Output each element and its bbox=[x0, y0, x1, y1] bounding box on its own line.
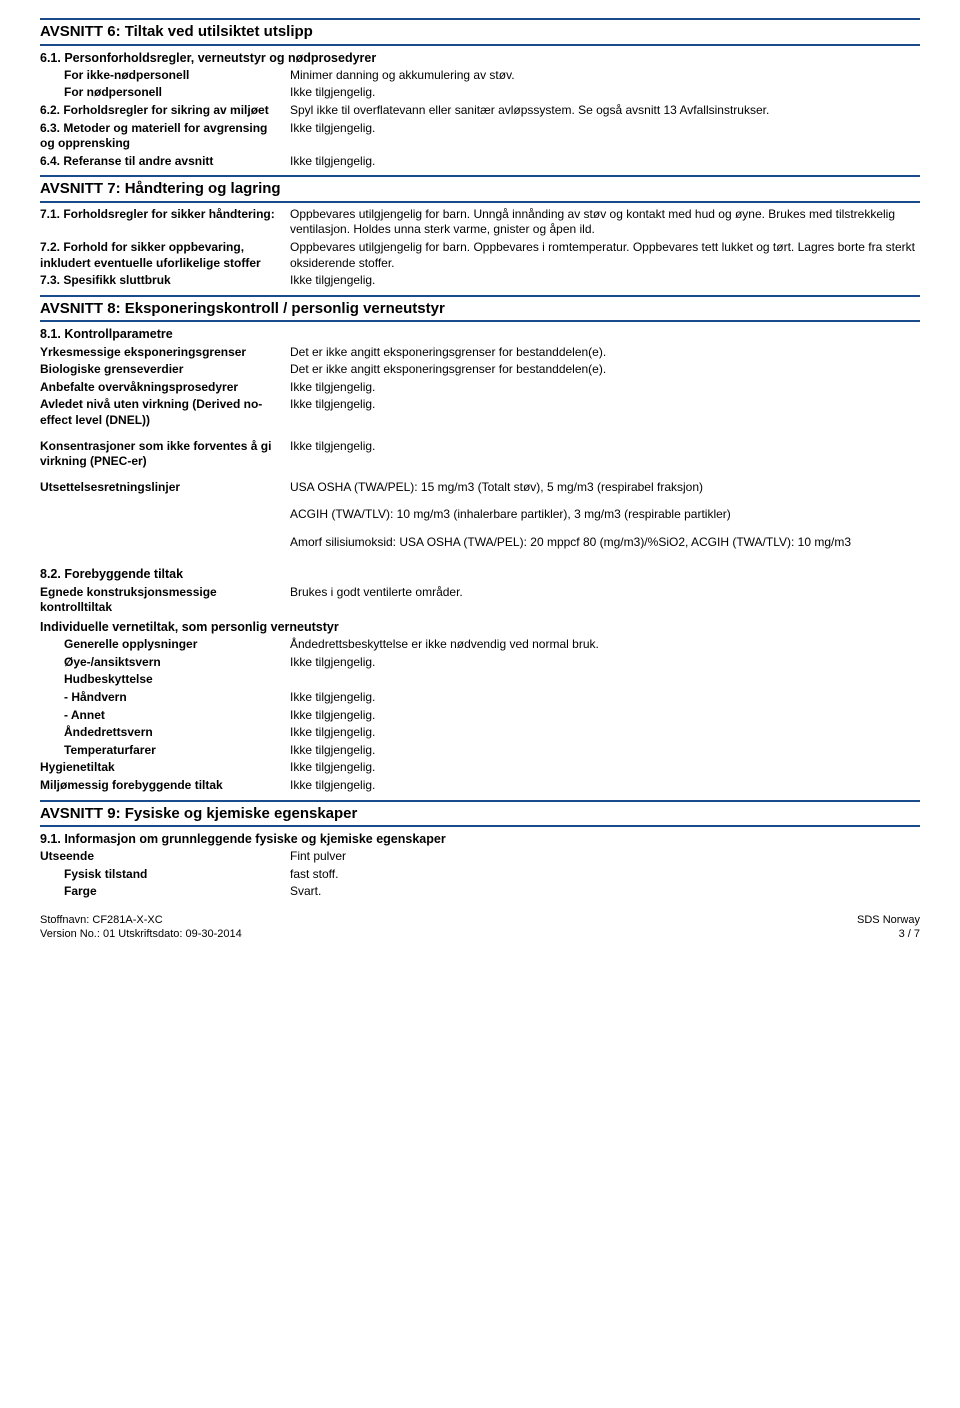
row: 6.2. Forholdsregler for sikring av miljø… bbox=[40, 103, 920, 119]
label: 7.3. Spesifikk sluttbruk bbox=[40, 273, 290, 289]
value: Ikke tilgjengelig. bbox=[290, 439, 920, 455]
section-8-2-subheader: 8.2. Forebyggende tiltak bbox=[40, 566, 920, 582]
section-8-1-subheader: 8.1. Kontrollparametre bbox=[40, 326, 920, 342]
section-9-1-subheader: 9.1. Informasjon om grunnleggende fysisk… bbox=[40, 831, 920, 847]
row: - Håndvern Ikke tilgjengelig. bbox=[40, 690, 920, 706]
label: 7.1. Forholdsregler for sikker håndterin… bbox=[40, 207, 290, 223]
label: Farge bbox=[64, 884, 290, 900]
value: Ikke tilgjengelig. bbox=[290, 690, 920, 706]
row: Miljømessig forebyggende tiltak Ikke til… bbox=[40, 778, 920, 794]
row: Konsentrasjoner som ikke forventes å gi … bbox=[40, 439, 920, 470]
label: Fysisk tilstand bbox=[64, 867, 290, 883]
label: For ikke-nødpersonell bbox=[64, 68, 290, 84]
row: Avledet nivå uten virkning (Derived no-e… bbox=[40, 397, 920, 428]
value: Åndedrettsbeskyttelse er ikke nødvendig … bbox=[290, 637, 920, 653]
label: Miljømessig forebyggende tiltak bbox=[40, 778, 290, 794]
row: 7.2. Forhold for sikker oppbevaring, ink… bbox=[40, 240, 920, 271]
label: Egnede konstruksjonsmessige kontrolltilt… bbox=[40, 585, 290, 616]
row: - Annet Ikke tilgjengelig. bbox=[40, 708, 920, 724]
label: - Annet bbox=[64, 708, 290, 724]
label: Avledet nivå uten virkning (Derived no-e… bbox=[40, 397, 290, 428]
label: 6.3. Metoder og materiell for avgrensing… bbox=[40, 121, 290, 152]
ppe-subheader: Individuelle vernetiltak, som personlig … bbox=[40, 619, 920, 635]
row: Øye-/ansiktsvern Ikke tilgjengelig. bbox=[40, 655, 920, 671]
value: Ikke tilgjengelig. bbox=[290, 154, 920, 170]
value: Ikke tilgjengelig. bbox=[290, 85, 920, 101]
value: Spyl ikke til overflatevann eller sanitæ… bbox=[290, 103, 920, 119]
label: 6.2. Forholdsregler for sikring av miljø… bbox=[40, 103, 290, 119]
value: Det er ikke angitt eksponeringsgrenser f… bbox=[290, 345, 920, 361]
section-9-header: AVSNITT 9: Fysiske og kjemiske egenskape… bbox=[40, 800, 920, 828]
value: Ikke tilgjengelig. bbox=[290, 760, 920, 776]
exposure-guideline-line: ACGIH (TWA/TLV): 10 mg/m3 (inhalerbare p… bbox=[290, 507, 920, 523]
label: 7.2. Forhold for sikker oppbevaring, ink… bbox=[40, 240, 290, 271]
value: Ikke tilgjengelig. bbox=[290, 121, 920, 137]
row: 6.4. Referanse til andre avsnitt Ikke ti… bbox=[40, 154, 920, 170]
footer-page-number: 3 / 7 bbox=[857, 927, 920, 941]
value: Det er ikke angitt eksponeringsgrenser f… bbox=[290, 362, 920, 378]
value: Ikke tilgjengelig. bbox=[290, 397, 920, 413]
row: Yrkesmessige eksponeringsgrenser Det er … bbox=[40, 345, 920, 361]
section-8-header: AVSNITT 8: Eksponeringskontroll / person… bbox=[40, 295, 920, 323]
label: Øye-/ansiktsvern bbox=[64, 655, 290, 671]
value: Minimer danning og akkumulering av støv. bbox=[290, 68, 920, 84]
label: Anbefalte overvåkningsprosedyrer bbox=[40, 380, 290, 396]
label: Utseende bbox=[40, 849, 290, 865]
row: Egnede konstruksjonsmessige kontrolltilt… bbox=[40, 585, 920, 616]
row: Temperaturfarer Ikke tilgjengelig. bbox=[40, 743, 920, 759]
value: USA OSHA (TWA/PEL): 15 mg/m3 (Totalt stø… bbox=[290, 480, 920, 496]
value: Ikke tilgjengelig. bbox=[290, 655, 920, 671]
label: Yrkesmessige eksponeringsgrenser bbox=[40, 345, 290, 361]
label: For nødpersonell bbox=[64, 85, 290, 101]
row: Åndedrettsvern Ikke tilgjengelig. bbox=[40, 725, 920, 741]
value: Oppbevares utilgjengelig for barn. Oppbe… bbox=[290, 240, 920, 271]
section-6-header: AVSNITT 6: Tiltak ved utilsiktet utslipp bbox=[40, 18, 920, 46]
row: 7.1. Forholdsregler for sikker håndterin… bbox=[40, 207, 920, 238]
label: Konsentrasjoner som ikke forventes å gi … bbox=[40, 439, 290, 470]
label: - Håndvern bbox=[64, 690, 290, 706]
value: Brukes i godt ventilerte områder. bbox=[290, 585, 920, 601]
value: Ikke tilgjengelig. bbox=[290, 273, 920, 289]
value: fast stoff. bbox=[290, 867, 920, 883]
label: Biologiske grenseverdier bbox=[40, 362, 290, 378]
value: Oppbevares utilgjengelig for barn. Unngå… bbox=[290, 207, 920, 238]
value: Ikke tilgjengelig. bbox=[290, 725, 920, 741]
row: Biologiske grenseverdier Det er ikke ang… bbox=[40, 362, 920, 378]
value: Svart. bbox=[290, 884, 920, 900]
row: Utseende Fint pulver bbox=[40, 849, 920, 865]
row: Anbefalte overvåkningsprosedyrer Ikke ti… bbox=[40, 380, 920, 396]
exposure-guideline-line: Amorf silisiumoksid: USA OSHA (TWA/PEL):… bbox=[290, 535, 920, 551]
page-footer: Stoffnavn: CF281A-X-XC Version No.: 01 U… bbox=[40, 912, 920, 942]
label: Temperaturfarer bbox=[64, 743, 290, 759]
row: Hygienetiltak Ikke tilgjengelig. bbox=[40, 760, 920, 776]
value: Ikke tilgjengelig. bbox=[290, 778, 920, 794]
label: Hygienetiltak bbox=[40, 760, 290, 776]
row: Utsettelsesretningslinjer USA OSHA (TWA/… bbox=[40, 480, 920, 496]
row: For ikke-nødpersonell Minimer danning og… bbox=[40, 68, 920, 84]
section-7-header: AVSNITT 7: Håndtering og lagring bbox=[40, 175, 920, 203]
label: 6.4. Referanse til andre avsnitt bbox=[40, 154, 290, 170]
value: Ikke tilgjengelig. bbox=[290, 380, 920, 396]
row: Generelle opplysninger Åndedrettsbeskytt… bbox=[40, 637, 920, 653]
footer-substance-name: Stoffnavn: CF281A-X-XC bbox=[40, 913, 242, 927]
footer-version-date: Version No.: 01 Utskriftsdato: 09-30-201… bbox=[40, 927, 242, 941]
row: Hudbeskyttelse bbox=[40, 672, 920, 688]
row: 7.3. Spesifikk sluttbruk Ikke tilgjengel… bbox=[40, 273, 920, 289]
label: Åndedrettsvern bbox=[64, 725, 290, 741]
row: Fysisk tilstand fast stoff. bbox=[40, 867, 920, 883]
footer-doc-type: SDS Norway bbox=[857, 913, 920, 927]
value: Ikke tilgjengelig. bbox=[290, 708, 920, 724]
label: Utsettelsesretningslinjer bbox=[40, 480, 290, 496]
section-6-1-subheader: 6.1. Personforholdsregler, verneutstyr o… bbox=[40, 50, 920, 66]
label: Generelle opplysninger bbox=[64, 637, 290, 653]
row: Farge Svart. bbox=[40, 884, 920, 900]
value: Ikke tilgjengelig. bbox=[290, 743, 920, 759]
value: Fint pulver bbox=[290, 849, 920, 865]
label: Hudbeskyttelse bbox=[64, 672, 290, 688]
row: For nødpersonell Ikke tilgjengelig. bbox=[40, 85, 920, 101]
row: 6.3. Metoder og materiell for avgrensing… bbox=[40, 121, 920, 152]
